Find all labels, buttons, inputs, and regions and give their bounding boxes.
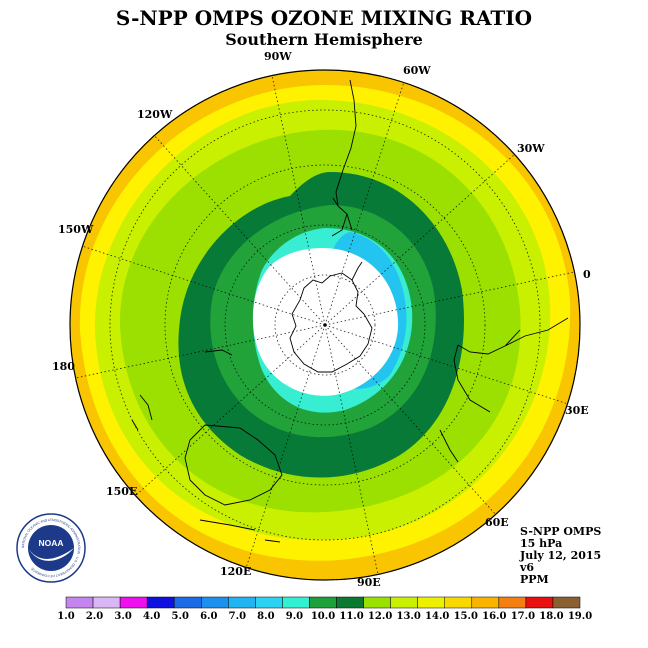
tasmania-coastline	[204, 349, 233, 356]
indonesia-coastline	[199, 519, 281, 543]
lon-label-120w: 120W	[137, 108, 173, 121]
info-units: PPM	[520, 573, 549, 586]
latitude-circle	[274, 274, 376, 376]
colorbar-swatch	[146, 596, 175, 609]
lon-label-30e: 30E	[565, 404, 589, 417]
longitude-line	[324, 82, 405, 326]
colorbar-swatch	[65, 596, 94, 609]
colorbar-label: 13.0	[396, 611, 420, 622]
colorbar: 1.0 2.0 3.0 4.0 5.0 6.0 7.0 8.0 9.0 10.0 11.0 12.0 1…	[57, 596, 592, 622]
new-zealand-coastline	[131, 394, 153, 431]
longitude-line	[271, 75, 326, 326]
lon-label-60w: 60W	[403, 64, 431, 77]
colorbar-label: 17.0	[511, 611, 535, 622]
noaa-logo: NOAA NATIONAL OCEANIC AND ATMOSPHERIC AD…	[16, 513, 86, 583]
colorbar-label: 16.0	[482, 611, 506, 622]
colorbar-swatch	[173, 596, 202, 609]
lon-label-180: 180	[52, 360, 75, 373]
colorbar-label: 14.0	[425, 611, 449, 622]
colorbar-swatch	[336, 596, 364, 609]
colorbar-label: 2.0	[86, 611, 103, 622]
colorbar-swatch	[444, 596, 473, 609]
australia-coastline	[184, 424, 283, 506]
colorbar-swatch	[201, 596, 229, 609]
info-pressure: 15 hPa	[520, 537, 562, 550]
colorbar-swatch	[119, 596, 148, 609]
colorbar-swatch	[552, 596, 581, 609]
south-america-coastline	[331, 79, 357, 237]
lon-label-150w: 150W	[58, 223, 94, 236]
colorbar-swatch	[363, 596, 391, 609]
colorbar-label: 11.0	[339, 611, 363, 622]
longitude-labels: 90W 60W 30W 0 30E 60E 90E 120E 150E 180 …	[52, 50, 591, 589]
map-border	[69, 69, 581, 581]
info-block: S-NPP OMPS 15 hPa July 12, 2015 v6 PPM	[519, 525, 601, 586]
longitude-line	[154, 135, 326, 326]
antarctica-coastline	[289, 261, 373, 373]
colorbar-label: 4.0	[143, 611, 160, 622]
map-subtitle: Southern Hemisphere	[225, 30, 423, 49]
info-version: v6	[519, 561, 534, 574]
colorbar-swatch	[498, 596, 527, 609]
longitude-line	[75, 324, 326, 379]
coastlines	[131, 79, 569, 543]
latitude-circle	[109, 109, 541, 541]
latitude-circle	[224, 224, 426, 426]
colorbar-swatch	[228, 596, 256, 609]
lon-label-120e: 120E	[220, 565, 251, 578]
longitude-line	[324, 324, 568, 405]
info-instrument: S-NPP OMPS	[520, 525, 601, 538]
lon-label-60e: 60E	[485, 516, 509, 529]
noaa-logo-wordmark: NOAA	[38, 538, 63, 548]
map-title: S-NPP OMPS OZONE MIXING RATIO	[115, 6, 533, 30]
latitude-circle	[164, 164, 486, 486]
colorbar-label: 6.0	[200, 611, 217, 622]
colorbar-label: 9.0	[286, 611, 303, 622]
colorbar-swatch	[525, 596, 554, 609]
colorbar-label: 8.0	[257, 611, 274, 622]
colorbar-label: 18.0	[539, 611, 563, 622]
colorbar-label: 10.0	[311, 611, 335, 622]
longitude-line	[245, 324, 326, 568]
lon-label-90w: 90W	[264, 50, 292, 63]
colorbar-swatch	[309, 596, 337, 609]
noaa-logo-bird	[28, 548, 74, 561]
pole-marker	[323, 323, 327, 327]
colorbar-swatch	[255, 596, 283, 609]
colorbar-swatch	[390, 596, 418, 609]
madagascar-coastline	[439, 429, 459, 463]
colorbar-swatch	[92, 596, 121, 609]
colorbar-label: 7.0	[229, 611, 246, 622]
longitude-line	[135, 324, 326, 496]
lon-label-0: 0	[583, 268, 591, 281]
colorbar-label: 15.0	[454, 611, 478, 622]
longitude-line	[324, 271, 575, 326]
colorbar-label: 19.0	[568, 611, 592, 622]
lon-label-90e: 90E	[357, 576, 381, 589]
longitude-line	[82, 245, 326, 326]
colorbar-swatch	[417, 596, 445, 609]
lon-label-150e: 150E	[106, 485, 137, 498]
africa-coastline	[453, 317, 569, 413]
colorbar-label: 12.0	[368, 611, 392, 622]
colorbar-swatch	[471, 596, 500, 609]
lon-label-30w: 30W	[517, 142, 545, 155]
colorbar-label: 1.0	[57, 611, 74, 622]
longitude-line	[324, 324, 496, 515]
colorbar-label: 5.0	[172, 611, 189, 622]
longitude-line	[324, 154, 515, 326]
noaa-logo-inner	[28, 525, 74, 571]
info-date: July 12, 2015	[519, 549, 601, 562]
longitude-line	[324, 324, 379, 575]
colorbar-label: 3.0	[114, 611, 131, 622]
colorbar-swatch	[282, 596, 310, 609]
